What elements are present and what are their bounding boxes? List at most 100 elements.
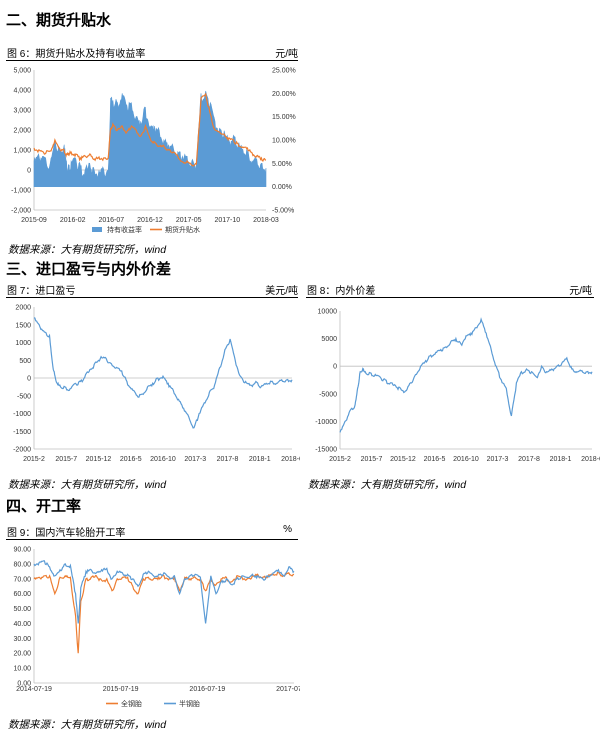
fig9-xtick-label: 2015-07-19 xyxy=(103,686,139,693)
fig6-ytick-label: -1,000 xyxy=(11,188,31,195)
fig9-ytick-label: 50.00 xyxy=(13,606,31,613)
fig7-ytick-label: 2000 xyxy=(15,305,31,312)
fig8-series-line-0 xyxy=(339,317,593,433)
fig8-xtick-label: 2018-1 xyxy=(550,456,572,463)
fig8-xtick-label: 2017-3 xyxy=(487,456,509,463)
fig9-ytick-label: 60.00 xyxy=(13,591,31,598)
section-title-futures-basis: 二、期货升贴水 xyxy=(6,12,112,29)
fig6-legend-label: 持有收益率 xyxy=(107,225,142,234)
fig8-ytick-label: 0 xyxy=(333,364,337,371)
fig6-legend-swatch xyxy=(92,227,102,232)
fig7-xtick-label: 2016-5 xyxy=(120,456,142,463)
fig8-ytick-label: -5000 xyxy=(319,391,337,398)
fig9-source: 数据来源：大有期货研究所，wind xyxy=(8,719,167,731)
fig6-legend-label: 期货升贴水 xyxy=(165,225,200,234)
fig6-xtick-label: 2015-09 xyxy=(21,217,47,224)
fig6-series-line-1 xyxy=(33,92,267,167)
section-title-operating-rate: 四、开工率 xyxy=(6,498,82,515)
fig8-ytick-label: 10000 xyxy=(318,309,338,316)
fig7-xtick-label: 2015-7 xyxy=(55,456,77,463)
fig8-xtick-label: 2016-10 xyxy=(453,456,479,463)
fig6-ytick-label: 1,000 xyxy=(13,148,31,155)
fig6-y2tick-label: 20.00% xyxy=(272,91,296,98)
fig6-xtick-label: 2017-05 xyxy=(176,217,202,224)
fig6-xtick-label: 2016-12 xyxy=(137,217,163,224)
fig7-xtick-label: 2018-1 xyxy=(249,456,271,463)
fig9-series-line-0 xyxy=(33,571,295,654)
fig7-ytick-label: -2000 xyxy=(13,447,31,454)
fig6-source: 数据来源：大有期货研究所，wind xyxy=(8,244,167,256)
fig6-unit: 元/吨 xyxy=(275,49,298,60)
fig7-xtick-label: 2017-3 xyxy=(184,456,206,463)
fig7-ytick-label: 0 xyxy=(27,376,31,383)
fig9-rule xyxy=(6,539,298,540)
fig7-unit: 美元/吨 xyxy=(265,286,298,297)
fig9-legend-label: 半钢胎 xyxy=(179,699,200,708)
fig9-ytick-label: 0.00 xyxy=(17,681,31,688)
fig7-source: 数据来源：大有期货研究所，wind xyxy=(8,479,167,491)
fig6-ytick-label: 4,000 xyxy=(13,88,31,95)
fig8-xtick-label: 2016-5 xyxy=(424,456,446,463)
fig9-xtick-label: 2016-07-19 xyxy=(189,686,225,693)
fig6-y2tick-label: 0.00% xyxy=(272,184,292,191)
fig8-unit: 元/吨 xyxy=(569,286,592,297)
fig6-ytick-label: 2,000 xyxy=(13,128,31,135)
fig6-ytick-label: 0 xyxy=(27,168,31,175)
fig9-legend-label: 全钢胎 xyxy=(121,699,142,708)
fig7-ytick-label: 1500 xyxy=(15,322,31,329)
fig6-ytick-label: 5,000 xyxy=(13,68,31,75)
fig9-xtick-label: 2014-07-19 xyxy=(16,686,52,693)
fig7-chart: 2000 1500 1000 500 0 -500 -1000 -1500 -2000 2015-… xyxy=(13,305,300,464)
fig6-xtick-label: 2016-02 xyxy=(60,217,86,224)
fig9-ytick-label: 40.00 xyxy=(13,621,31,628)
fig7-xtick-label: 2015-2 xyxy=(23,456,45,463)
fig9-chart: 90.00 80.00 70.00 60.00 50.00 40.00 30.00 20.00… xyxy=(13,547,300,709)
fig6-ytick-label: 3,000 xyxy=(13,108,31,115)
fig9-ytick-label: 90.00 xyxy=(13,547,31,554)
fig8-xtick-label: 2018-6 xyxy=(581,456,600,463)
fig7-xtick-label: 2016-10 xyxy=(150,456,176,463)
fig7-rule xyxy=(6,297,298,298)
fig9-xtick-label: 2017-07-19 xyxy=(276,686,300,693)
fig6-title: 图 6：期货升贴水及持有收益率 xyxy=(7,49,146,60)
fig6-rule xyxy=(6,60,298,61)
fig7-ytick-label: -1000 xyxy=(13,411,31,418)
fig9-ytick-label: 20.00 xyxy=(13,651,31,658)
fig7-ytick-label: 500 xyxy=(19,358,31,365)
fig7-ytick-label: -500 xyxy=(17,393,31,400)
fig7-ytick-label: 1000 xyxy=(15,340,31,347)
fig6-chart: 5,000 4,000 3,000 2,000 1,000 0 -1,000 -2,000 25… xyxy=(11,68,296,235)
fig8-title: 图 8：内外价差 xyxy=(307,286,376,297)
fig7-xtick-label: 2017-8 xyxy=(217,456,239,463)
fig7-xtick-label: 2018-6 xyxy=(281,456,300,463)
fig8-ytick-label: -15000 xyxy=(315,447,337,454)
fig6-y2tick-label: 10.00% xyxy=(272,138,296,145)
fig8-ytick-label: -10000 xyxy=(315,419,337,426)
fig6-y2tick-label: 5.00% xyxy=(272,161,292,168)
fig8-xtick-label: 2015-2 xyxy=(329,456,351,463)
fig8-source: 数据来源：大有期货研究所，wind xyxy=(308,479,467,491)
fig9-ytick-label: 70.00 xyxy=(13,576,31,583)
fig7-title: 图 7：进口盈亏 xyxy=(7,286,76,297)
fig6-y2tick-label: 25.00% xyxy=(272,68,296,75)
fig6-y2tick-label: 15.00% xyxy=(272,114,296,121)
fig9-ytick-label: 80.00 xyxy=(13,561,31,568)
fig9-unit: % xyxy=(283,524,292,535)
fig8-rule xyxy=(306,297,594,298)
section-title-import-profit: 三、进口盈亏与内外价差 xyxy=(6,261,172,278)
fig7-xtick-label: 2015-12 xyxy=(86,456,112,463)
fig9-title: 图 9：国内汽车轮胎开工率 xyxy=(7,528,126,539)
fig7-series-line-0 xyxy=(33,317,293,429)
fig6-xtick-label: 2016-07 xyxy=(98,217,124,224)
fig8-xtick-label: 2015-12 xyxy=(390,456,416,463)
fig8-xtick-label: 2015-7 xyxy=(361,456,383,463)
fig6-y2tick-label: -5.00% xyxy=(272,208,294,215)
fig6-xtick-label: 2017-10 xyxy=(214,217,240,224)
fig9-ytick-label: 30.00 xyxy=(13,636,31,643)
fig8-chart: 10000 5000 0 -5000 -10000 -15000 2015-2 2015-7 2… xyxy=(315,309,600,464)
fig6-ytick-label: -2,000 xyxy=(11,208,31,215)
fig8-xtick-label: 2017-8 xyxy=(518,456,540,463)
fig8-ytick-label: 5000 xyxy=(321,336,337,343)
fig9-ytick-label: 10.00 xyxy=(13,666,31,673)
fig6-xtick-label: 2018-03 xyxy=(253,217,279,224)
